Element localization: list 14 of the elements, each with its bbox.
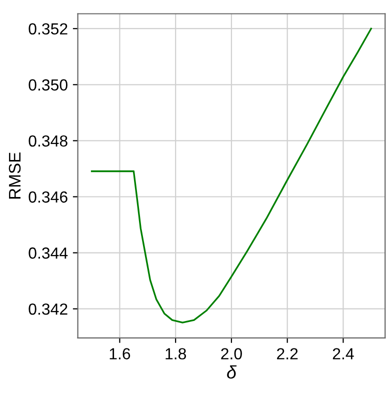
y-tick-label: 0.348	[28, 135, 68, 147]
x-tick-label: 2.2	[277, 348, 298, 360]
y-axis-title: RMSE	[8, 152, 21, 199]
line-series	[90, 28, 372, 324]
y-tick-label: 0.346	[28, 191, 68, 203]
x-tick-label: 1.8	[166, 348, 186, 360]
y-tick-label: 0.344	[28, 247, 68, 259]
x-tick-label: 2.0	[221, 348, 242, 360]
x-axis-title: δ	[227, 365, 237, 379]
y-tick-label: 0.350	[28, 79, 68, 91]
x-tick-label: 1.6	[110, 348, 130, 360]
y-tick-label: 0.352	[28, 23, 68, 35]
x-tick-label: 2.4	[332, 348, 354, 360]
y-tick-label: 0.342	[28, 303, 68, 315]
